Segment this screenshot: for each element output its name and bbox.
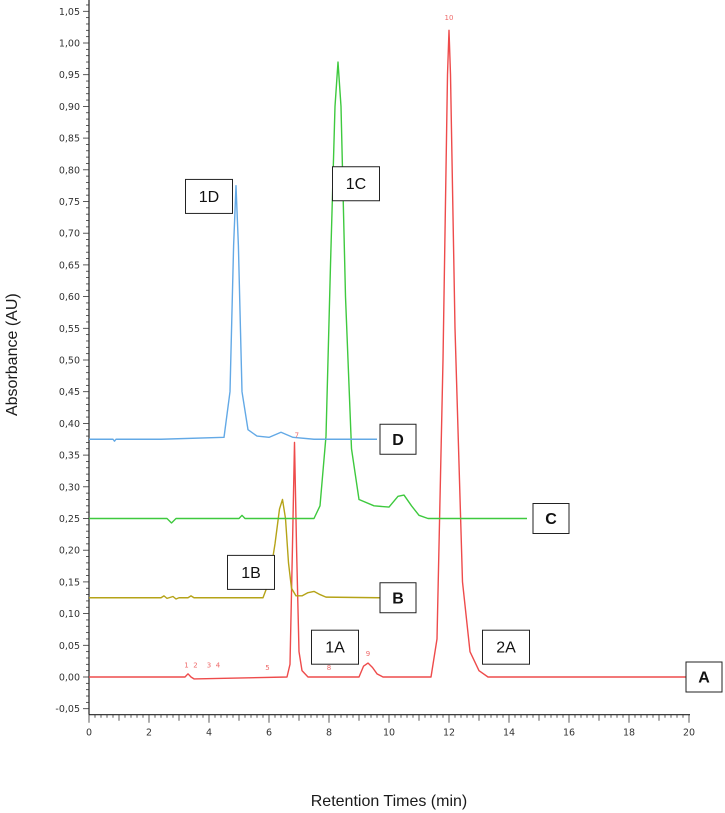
y-tick-label: 1,05 [59, 7, 80, 18]
peak-label-2a-box [482, 629, 530, 665]
peak-marker: 1 [184, 661, 188, 669]
y-tick-label: 0,30 [59, 482, 80, 493]
series-label-d-box [379, 423, 417, 455]
peak-label-1a-box [311, 629, 359, 665]
axis-ticks: -0,05 0,00 0,05 0,10 0,15 0,20 0,25 0,30 0,35 0,4… [55, 4, 695, 739]
peak-marker: 8 [327, 664, 331, 672]
series-label-d-text: D [392, 432, 404, 449]
x-axis-title: Retention Times (min) [311, 793, 468, 810]
y-tick-label: -0,05 [55, 704, 80, 715]
y-tick-label: 0,40 [59, 419, 80, 430]
x-tick-label: 16 [563, 728, 575, 739]
y-tick-label: 0,35 [59, 451, 80, 462]
y-tick-label: 0,95 [59, 70, 80, 81]
series-label-b-box [379, 582, 417, 614]
peak-label-1a-text: 1A [325, 640, 345, 657]
y-tick-label: 0,50 [59, 356, 80, 367]
y-tick-label: 0,00 [59, 673, 80, 684]
series-lines [89, 29, 689, 680]
y-tick-label: 0,75 [59, 197, 80, 208]
peak-marker: 5 [265, 664, 269, 672]
series-line-d [89, 184, 377, 442]
x-tick-label: 8 [326, 728, 332, 739]
peak-label-1b-box [227, 554, 275, 590]
series-label-c: C [532, 503, 570, 534]
y-tick-label: 0,25 [59, 514, 80, 525]
y-tick-label: 0,65 [59, 260, 80, 271]
peak-label-2a-text: 2A [496, 640, 516, 657]
peak-marker: 10 [445, 14, 454, 22]
y-tick-label: 0,60 [59, 292, 80, 303]
x-tick-label: 18 [623, 728, 635, 739]
y-tick-label: 0,55 [59, 324, 80, 335]
series-label-b: B [379, 582, 417, 614]
peak-label-1c-text: 1C [346, 176, 366, 193]
series-label-b-text: B [392, 590, 404, 607]
y-tick-label: 0,90 [59, 102, 80, 113]
x-tick-label: 2 [146, 728, 152, 739]
x-tick-label: 14 [503, 728, 515, 739]
y-tick-label: 0,20 [59, 546, 80, 557]
x-tick-label: 10 [383, 728, 395, 739]
peak-marker: 3 [207, 661, 211, 669]
y-tick-label: 1,00 [59, 39, 80, 50]
peak-label-1c: 1C [332, 166, 380, 202]
y-axis-title: Absorbance (AU) [4, 293, 21, 416]
peak-label-1b: 1B [227, 554, 275, 590]
peak-label-1c-box [332, 166, 380, 202]
series-line-c [89, 61, 527, 524]
axes [88, 0, 690, 716]
annotation-labels: 1D 1C 1B 1A 2A D C B A [185, 166, 723, 693]
peak-markers: 1 2 3 4 5 7 8 9 10 [184, 14, 453, 672]
y-tick-label: 0,80 [59, 165, 80, 176]
peak-marker: 7 [295, 431, 299, 439]
series-line-b [89, 498, 381, 600]
series-label-c-box [532, 503, 570, 534]
x-tick-label: 12 [443, 728, 455, 739]
series-label-a: A [685, 661, 723, 693]
peak-marker: 4 [216, 661, 221, 669]
series-label-d: D [379, 423, 417, 455]
y-tick-label: 0,70 [59, 229, 80, 240]
y-tick-label: 0,45 [59, 387, 80, 398]
x-tick-label: 4 [206, 728, 212, 739]
series-label-a-box [685, 661, 723, 693]
x-tick-label: 20 [683, 728, 695, 739]
series-label-a-text: A [698, 670, 710, 687]
series-label-c-text: C [545, 511, 557, 528]
x-tick-label: 6 [266, 728, 272, 739]
peak-label-1d-text: 1D [199, 189, 219, 206]
y-tick-label: 0,85 [59, 134, 80, 145]
peak-label-1a: 1A [311, 629, 359, 665]
peak-label-1d-box [185, 178, 233, 214]
series-line-a [89, 29, 689, 680]
peak-label-1b-text: 1B [241, 565, 261, 582]
y-tick-label: 0,15 [59, 577, 80, 588]
x-tick-label: 0 [86, 728, 92, 739]
y-tick-label: 0,05 [59, 641, 80, 652]
peak-label-1d: 1D [185, 178, 233, 214]
peak-marker: 2 [193, 661, 197, 669]
peak-marker: 9 [366, 650, 370, 658]
peak-label-2a: 2A [482, 629, 530, 665]
y-tick-label: 0,10 [59, 609, 80, 620]
